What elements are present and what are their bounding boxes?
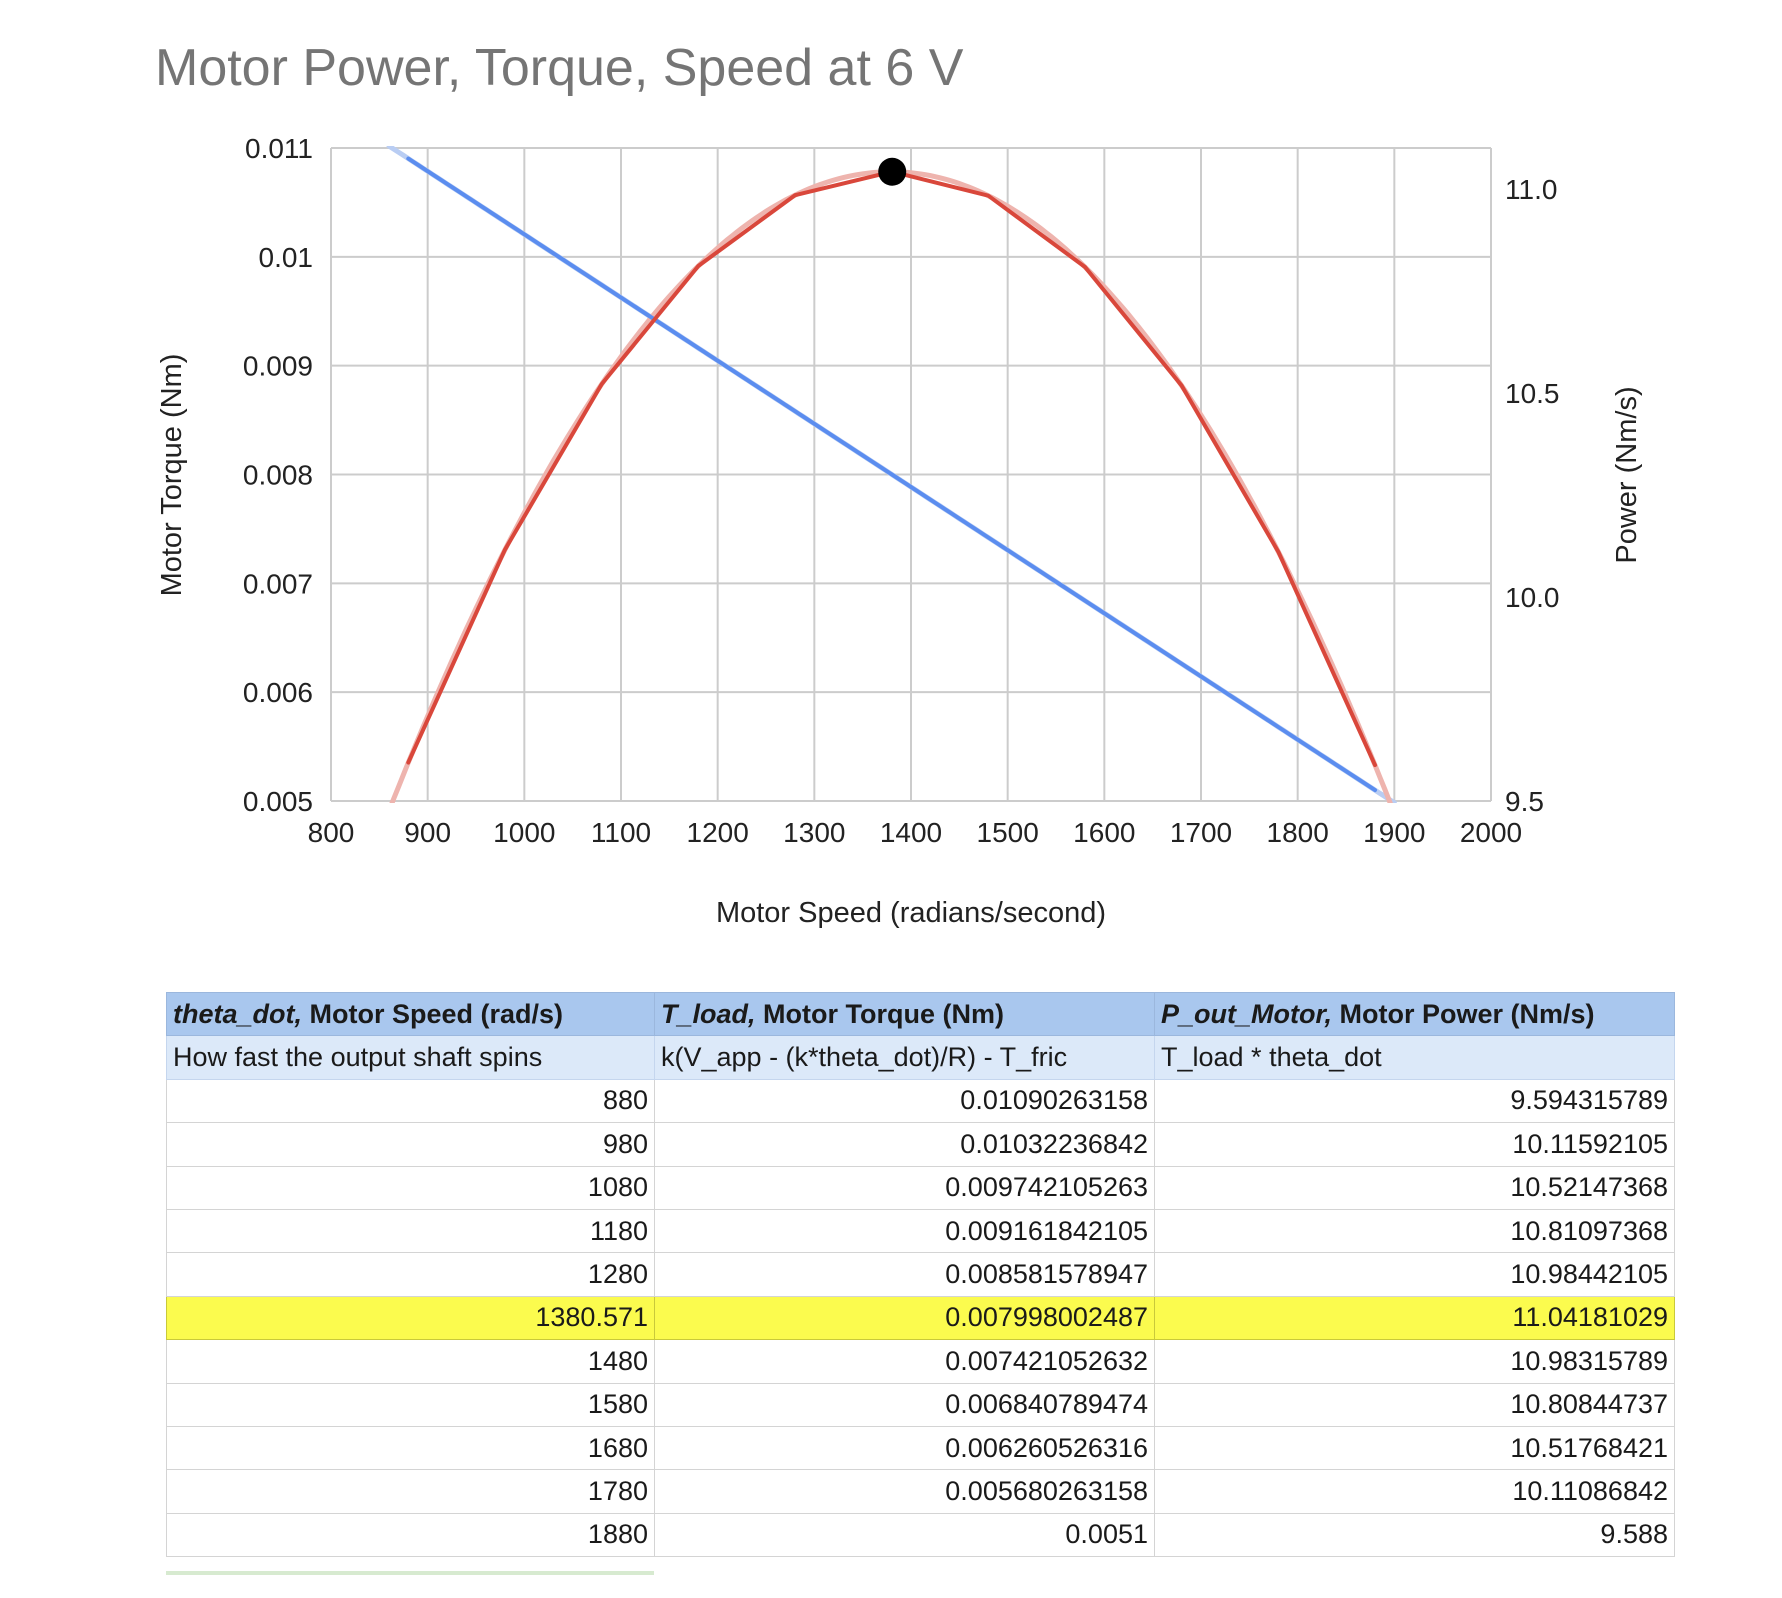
cell-torque[interactable]: 0.009161842105 (654, 1208, 1155, 1254)
header-torque[interactable]: T_load, Motor Torque (Nm) (654, 991, 1155, 1037)
cell-torque[interactable]: 0.006840789474 (654, 1382, 1155, 1427)
cell-power[interactable]: 10.51768421 (1154, 1425, 1675, 1471)
highlight-points (878, 157, 907, 186)
x-tick-label: 1900 (1363, 817, 1425, 848)
y-left-tick-label: 0.01 (259, 242, 314, 273)
cell-power[interactable]: 9.588 (1154, 1512, 1675, 1558)
table-row: 980 0.01032236842 10.11592105 (166, 1122, 1675, 1167)
series-line-right (406, 169, 1377, 768)
cell-torque[interactable]: 0.005680263158 (654, 1469, 1155, 1514)
table-row: 1780 0.005680263158 10.11086842 (166, 1469, 1675, 1514)
x-tick-label: 1400 (880, 817, 942, 848)
cell-torque[interactable]: 0.009742105263 (654, 1165, 1155, 1210)
cell-torque[interactable]: 0.01090263158 (654, 1078, 1155, 1124)
x-tick-label: 1300 (783, 817, 845, 848)
cell-speed[interactable]: 880 (166, 1078, 655, 1124)
table-description-row: How fast the output shaft spins k(V_app … (166, 1035, 1675, 1080)
table-row: 880 0.01090263158 9.594315789 (166, 1078, 1675, 1124)
table-row: 1180 0.009161842105 10.81097368 (166, 1208, 1675, 1254)
y-right-tick-label: 11.0 (1505, 174, 1557, 205)
cell-torque[interactable]: 0.0051 (654, 1512, 1155, 1558)
partial-next-row (166, 1571, 654, 1575)
cell-speed[interactable]: 1780 (166, 1469, 655, 1514)
y-left-tick-label: 0.006 (243, 677, 313, 708)
y-left-tick-label: 0.005 (243, 786, 313, 817)
axis-ticks: 800 900 1000 1100 1200 1300 1400 1500 1600 1700 18… (243, 133, 1560, 848)
y-left-tick-label: 0.009 (243, 351, 313, 382)
cell-power[interactable]: 10.80844737 (1154, 1382, 1675, 1427)
x-tick-label: 1800 (1267, 817, 1329, 848)
cell-speed[interactable]: 1580 (166, 1382, 655, 1427)
x-tick-label: 900 (404, 817, 451, 848)
header-power[interactable]: P_out_Motor, Motor Power (Nm/s) (1154, 991, 1675, 1037)
cell-power[interactable]: 10.81097368 (1154, 1208, 1675, 1254)
cell-speed[interactable]: 1080 (166, 1165, 655, 1210)
x-tick-label: 1500 (977, 817, 1039, 848)
data-table: theta_dot, Motor Speed (rad/s) T_load, M… (166, 991, 1675, 1558)
cell-power[interactable]: 10.98315789 (1154, 1339, 1675, 1384)
x-axis-label: Motor Speed (radians/second) (716, 897, 1106, 929)
cell-torque[interactable]: 0.007421052632 (654, 1339, 1155, 1384)
cell-speed[interactable]: 1480 (166, 1339, 655, 1384)
cell-power[interactable]: 10.11086842 (1154, 1469, 1675, 1514)
chart-title: Motor Power, Torque, Speed at 6 V (155, 39, 964, 97)
y-right-tick-label: 10.0 (1505, 582, 1560, 613)
y-right-tick-label: 10.5 (1505, 378, 1560, 409)
x-tick-label: 800 (308, 817, 355, 848)
x-tick-label: 1100 (591, 817, 651, 848)
max-power-point (878, 157, 907, 186)
chart: 800 900 1000 1100 1200 1300 1400 1500 1600 1700 18… (156, 133, 1643, 929)
series-line-left (406, 156, 1377, 793)
y-axis-right-label: Power (Nm/s) (1611, 386, 1643, 563)
y-left-tick-label: 0.008 (243, 460, 313, 491)
cell-speed[interactable]: 1380.571 (166, 1295, 655, 1341)
cell-speed[interactable]: 1180 (166, 1208, 655, 1254)
header-speed[interactable]: theta_dot, Motor Speed (rad/s) (166, 991, 655, 1037)
cell-power[interactable]: 9.594315789 (1154, 1078, 1675, 1124)
description-power[interactable]: T_load * theta_dot (1154, 1035, 1675, 1080)
x-tick-label: 1700 (1170, 817, 1232, 848)
x-tick-label: 1600 (1073, 817, 1135, 848)
table-row: 1380.571 0.007998002487 11.04181029 (166, 1295, 1675, 1341)
cell-speed[interactable]: 1880 (166, 1512, 655, 1558)
cell-power[interactable]: 11.04181029 (1154, 1295, 1675, 1341)
table-row: 1880 0.0051 9.588 (166, 1512, 1675, 1558)
cell-power[interactable]: 10.52147368 (1154, 1165, 1675, 1210)
cell-speed[interactable]: 1280 (166, 1252, 655, 1297)
cell-power[interactable]: 10.98442105 (1154, 1252, 1675, 1297)
description-speed[interactable]: How fast the output shaft spins (166, 1035, 655, 1080)
description-torque[interactable]: k(V_app - (k*theta_dot)/R) - T_fric (654, 1035, 1155, 1080)
table-row: 1680 0.006260526316 10.51768421 (166, 1425, 1675, 1471)
y-left-tick-label: 0.007 (243, 568, 313, 599)
cell-torque[interactable]: 0.008581578947 (654, 1252, 1155, 1297)
table-row: 1580 0.006840789474 10.80844737 (166, 1382, 1675, 1427)
x-tick-label: 1000 (493, 817, 555, 848)
cell-torque[interactable]: 0.006260526316 (654, 1425, 1155, 1471)
table-header-row: theta_dot, Motor Speed (rad/s) T_load, M… (166, 991, 1675, 1037)
y-axis-left-label: Motor Torque (Nm) (156, 354, 188, 597)
table-row: 1480 0.007421052632 10.98315789 (166, 1339, 1675, 1384)
table-row: 1080 0.009742105263 10.52147368 (166, 1165, 1675, 1210)
x-tick-label: 2000 (1460, 817, 1522, 848)
table-row: 1280 0.008581578947 10.98442105 (166, 1252, 1675, 1297)
grid (330, 147, 1492, 802)
y-left-tick-label: 0.011 (245, 133, 313, 164)
cell-torque[interactable]: 0.007998002487 (654, 1295, 1155, 1341)
cell-speed[interactable]: 1680 (166, 1425, 655, 1471)
cell-speed[interactable]: 980 (166, 1122, 655, 1167)
cell-power[interactable]: 10.11592105 (1154, 1122, 1675, 1167)
cell-torque[interactable]: 0.01032236842 (654, 1122, 1155, 1167)
y-right-tick-label: 9.5 (1505, 786, 1544, 817)
x-tick-label: 1200 (687, 817, 749, 848)
